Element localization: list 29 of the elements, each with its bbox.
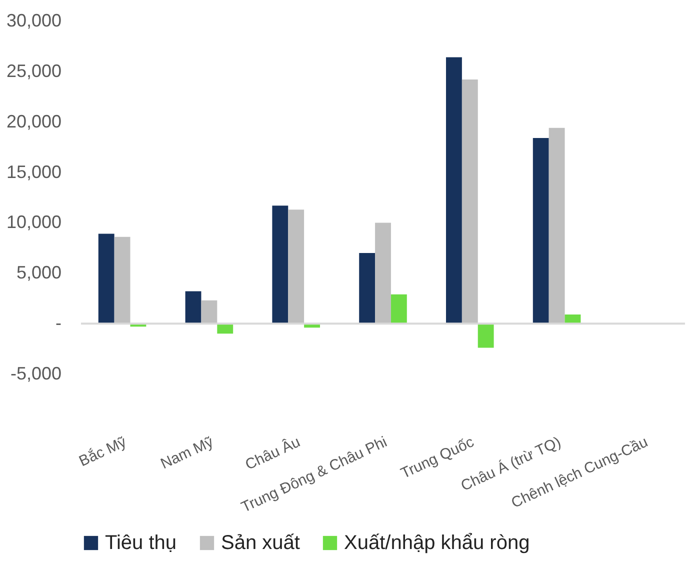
y-tick-label: - bbox=[56, 313, 62, 334]
x-tick-label: Nam Mỹ bbox=[158, 433, 216, 473]
y-tick-label: 5,000 bbox=[16, 262, 62, 283]
bar bbox=[548, 128, 565, 324]
legend-label: Tiêu thụ bbox=[105, 532, 177, 554]
bar bbox=[390, 294, 407, 324]
legend-label: Sản xuất bbox=[221, 532, 300, 554]
x-tick-label: Bắc Mỹ bbox=[76, 432, 130, 470]
bar bbox=[201, 300, 218, 324]
y-tick-label: 30,000 bbox=[6, 10, 62, 30]
bar bbox=[532, 138, 549, 324]
legend-label: Xuất/nhập khẩu ròng bbox=[344, 532, 530, 554]
bar bbox=[478, 324, 494, 348]
bar bbox=[446, 57, 462, 324]
x-tick-label: Châu Âu bbox=[242, 432, 303, 474]
y-tick-label: 15,000 bbox=[6, 162, 62, 182]
bar bbox=[114, 236, 130, 324]
y-tick-label: 10,000 bbox=[6, 212, 62, 232]
bar bbox=[375, 222, 391, 324]
bar bbox=[217, 324, 234, 334]
bar bbox=[185, 291, 202, 324]
bar bbox=[359, 252, 376, 324]
y-tick-label: 25,000 bbox=[6, 60, 62, 81]
y-tick-label: 20,000 bbox=[6, 111, 62, 132]
bar bbox=[462, 79, 478, 324]
bar bbox=[288, 210, 304, 324]
y-tick-label: -5,000 bbox=[10, 364, 62, 384]
bar bbox=[272, 206, 288, 324]
bar bbox=[98, 234, 114, 324]
